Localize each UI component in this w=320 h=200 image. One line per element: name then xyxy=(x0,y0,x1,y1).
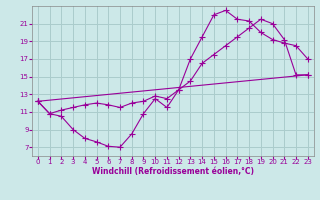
X-axis label: Windchill (Refroidissement éolien,°C): Windchill (Refroidissement éolien,°C) xyxy=(92,167,254,176)
